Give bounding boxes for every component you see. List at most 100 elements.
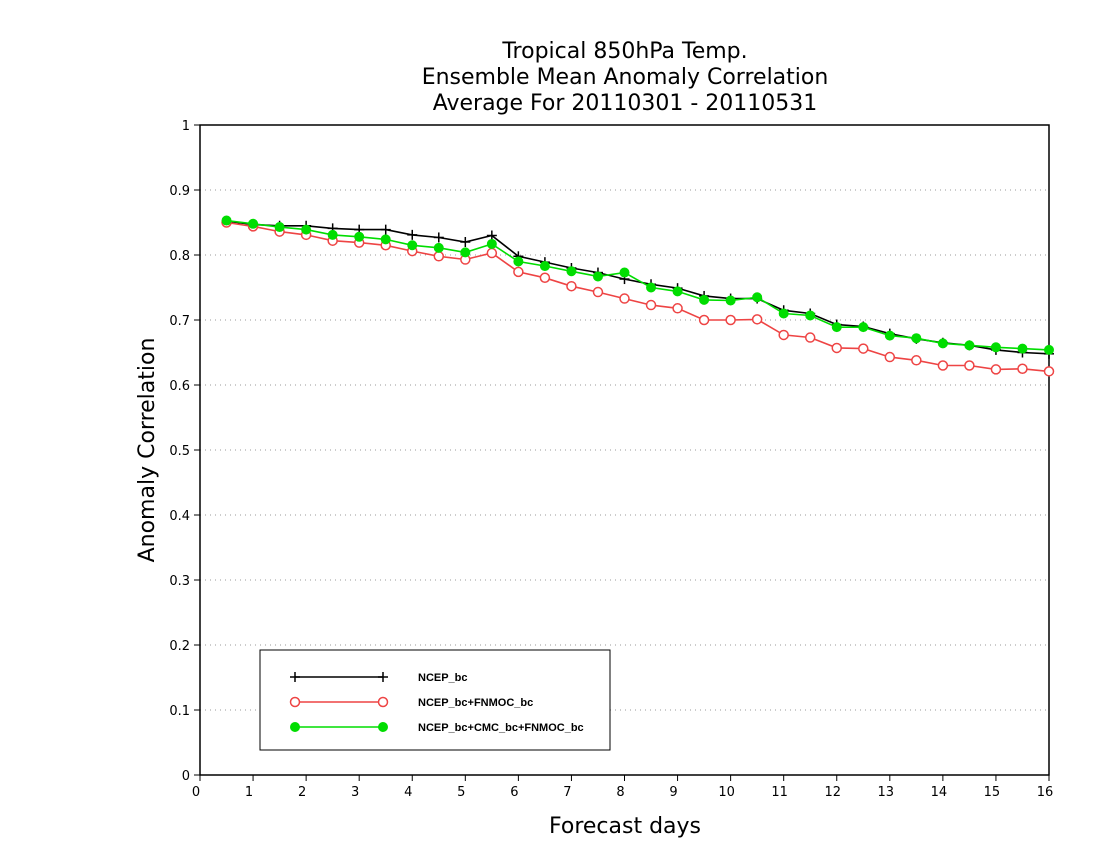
y-tick-label: 0.1 [169, 704, 190, 719]
y-tick-label: 0.5 [169, 444, 190, 459]
data-point [433, 242, 444, 253]
series-1 [221, 216, 1054, 359]
data-point [566, 280, 577, 292]
y-tick-label: 1 [182, 119, 190, 134]
data-point [884, 330, 895, 341]
legend-label: NCEP_bc+CMC_bc+FNMOC_bc [418, 722, 584, 734]
data-point [884, 351, 896, 363]
data-point [778, 329, 789, 341]
data-point [831, 342, 842, 354]
y-tick-label: 0.9 [169, 184, 190, 199]
data-point [433, 251, 445, 262]
series-3 [221, 215, 1054, 355]
data-point [1017, 343, 1028, 354]
data-point [248, 218, 259, 229]
y-tick-label: 0.7 [169, 314, 190, 329]
plot-frame [199, 124, 1050, 776]
data-point [804, 332, 816, 343]
x-tick-label: 8 [616, 785, 624, 800]
data-point [592, 286, 604, 298]
data-point [486, 238, 497, 249]
data-point [698, 314, 710, 326]
legend-entry: NCEP_bc [290, 672, 468, 684]
data-point [778, 308, 789, 319]
y-axis-ticks: 0 0.1 0.2 0.3 0.4 0.5 0.6 0.7 0.8 0.9 1 [169, 119, 200, 784]
y-tick-label: 0.2 [169, 639, 190, 654]
data-point [433, 232, 444, 243]
data-point [513, 256, 524, 267]
data-point [1043, 366, 1055, 377]
data-point [911, 355, 922, 366]
x-tick-label: 0 [192, 785, 200, 800]
legend-label: NCEP_bc+FNMOC_bc [418, 697, 533, 709]
x-axis-label: Forecast days [549, 814, 701, 839]
x-tick-label: 1 [245, 785, 253, 800]
data-point [592, 271, 603, 282]
x-tick-label: 5 [457, 785, 465, 800]
data-point [699, 294, 710, 305]
data-point [407, 240, 418, 251]
data-point [354, 231, 365, 242]
x-tick-label: 16 [1037, 785, 1054, 800]
data-point [646, 282, 657, 293]
data-point [964, 340, 975, 351]
data-point [831, 322, 842, 333]
data-point [672, 286, 683, 297]
data-point [725, 295, 736, 306]
data-point [858, 322, 869, 333]
data-point [858, 343, 869, 354]
x-tick-label: 4 [404, 785, 412, 800]
series-2 [221, 217, 1055, 377]
x-tick-label: 11 [771, 785, 788, 800]
legend-entry: NCEP_bc+FNMOC_bc [289, 696, 533, 709]
legend-marker [377, 696, 389, 708]
data-point [1017, 363, 1028, 374]
y-tick-label: 0.4 [169, 509, 190, 524]
data-point [752, 292, 763, 303]
data-point [460, 237, 471, 247]
chart-title-line-2: Ensemble Mean Anomaly Correlation [422, 65, 829, 90]
x-axis-ticks: 0 1 2 3 4 5 6 7 8 9 10 11 12 13 14 15 16 [192, 775, 1053, 800]
data-point [990, 364, 1002, 375]
data-point [274, 222, 285, 233]
x-tick-label: 14 [931, 785, 948, 800]
legend-marker [290, 722, 300, 732]
data-point [460, 247, 471, 258]
x-tick-label: 13 [878, 785, 895, 800]
data-point [1044, 344, 1054, 355]
x-tick-label: 2 [298, 785, 306, 800]
data-point [937, 360, 949, 371]
data-point [937, 338, 948, 349]
legend-marker [378, 672, 388, 682]
data-point [751, 314, 763, 325]
data-point [672, 303, 683, 314]
data-point [725, 314, 736, 326]
data-point [380, 234, 391, 245]
y-axis-label: Anomaly Correlation [135, 338, 160, 563]
legend-marker [289, 696, 301, 708]
legend-marker [378, 722, 388, 732]
data-point [964, 360, 975, 371]
chart-title-line-3: Average For 20110301 - 20110531 [433, 91, 818, 116]
y-tick-label: 0.8 [169, 249, 190, 264]
data-point [221, 215, 232, 226]
data-point [645, 299, 657, 311]
x-tick-label: 9 [669, 785, 677, 800]
y-tick-label: 0.3 [169, 574, 190, 589]
data-point [380, 224, 391, 235]
x-tick-label: 7 [563, 785, 571, 800]
data-point [805, 310, 816, 321]
legend-entry: NCEP_bc+CMC_bc+FNMOC_bc [290, 722, 584, 734]
y-tick-label: 0.6 [169, 379, 190, 394]
series-line [226, 221, 1050, 373]
x-tick-label: 3 [351, 785, 359, 800]
data-point [486, 230, 497, 241]
x-tick-label: 10 [718, 785, 735, 800]
chart-title-line-1: Tropical 850hPa Temp. [501, 39, 747, 64]
data-point [539, 272, 551, 283]
legend-box [259, 649, 611, 751]
x-tick-label: 15 [984, 785, 1001, 800]
data-point [619, 267, 630, 278]
legend: NCEP_bc NCEP_bc+FNMOC_bc NCEP_bc+CMC_bc+FN… [259, 649, 611, 751]
data-point [327, 229, 338, 240]
